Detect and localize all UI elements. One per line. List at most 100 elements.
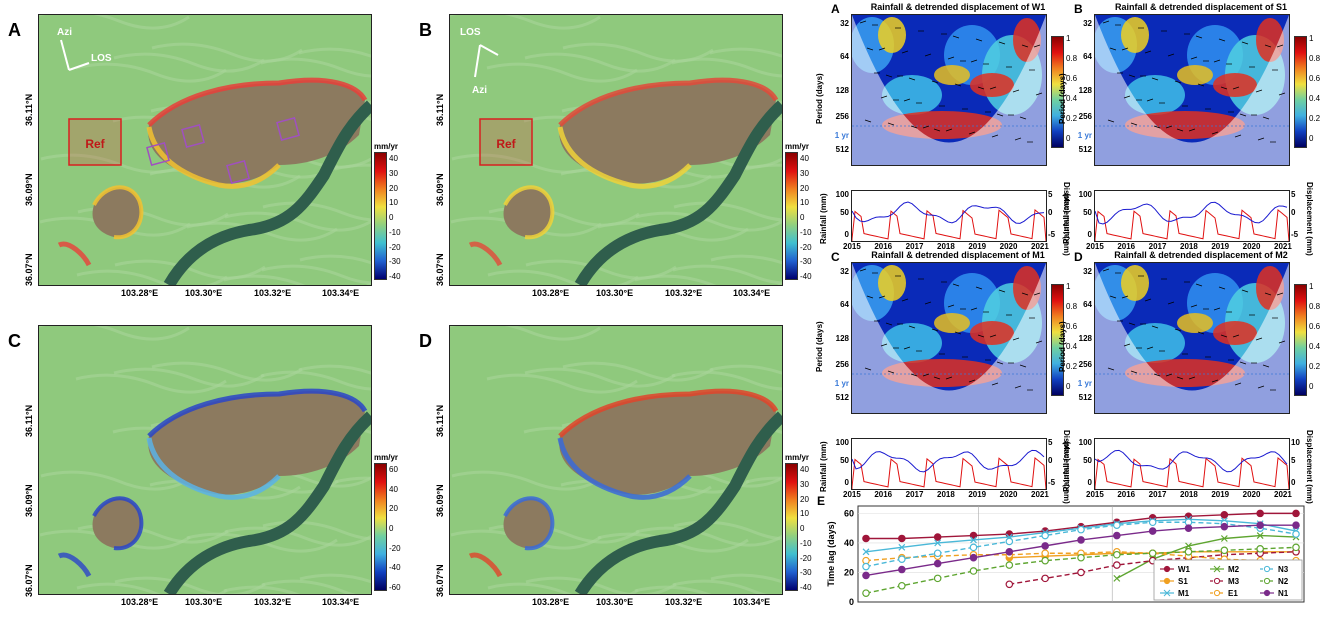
panel-label-wavelet: D [1074, 250, 1083, 264]
latitude-tick: 36.09°N [24, 173, 34, 206]
terrain-texture [114, 259, 266, 280]
coherence-tick: 0.4 [1066, 94, 1078, 103]
terrain-texture [261, 579, 357, 594]
longitude-tick: 103.34°E [322, 288, 360, 298]
colorbar-tick: 40 [389, 154, 398, 163]
phase-arrow [901, 298, 909, 302]
coherence-region [1177, 65, 1213, 85]
deformation-rim-small [503, 496, 555, 551]
chart-legend: W1 S1 M1 M2 M3 E1 N3 N2 N1 [1153, 559, 1303, 601]
data-point [898, 534, 906, 543]
phase-arrow [885, 322, 893, 326]
loess-terrace-small [92, 498, 142, 549]
colorbar-tick: 40 [389, 484, 398, 494]
data-point [862, 589, 870, 597]
colorbar [374, 152, 387, 280]
terrain-texture [39, 326, 190, 341]
data-point [1041, 549, 1049, 558]
data-point [862, 548, 870, 556]
displacement-tick: 0 [1291, 478, 1296, 487]
period-axis-label: Period (days) [1058, 321, 1067, 372]
deformation-rim [147, 388, 368, 438]
rainfall-tick: 0 [1087, 230, 1092, 239]
phase-arrow [1278, 92, 1286, 96]
phase-arrow [931, 80, 939, 84]
year-tick: 2021 [1031, 242, 1049, 251]
rainfall-axis-label: Rainfall (mm) [1062, 193, 1071, 244]
phase-arrow [1033, 44, 1041, 48]
phase-arrow [866, 295, 874, 299]
colorbar-unit: mm/yr [785, 453, 810, 462]
data-point [898, 543, 906, 551]
terrain-texture [597, 532, 749, 553]
y-axis-label: Time lag (days) [826, 521, 836, 586]
rainfall-displacement-plot [851, 438, 1047, 490]
coherence-tick: 0.8 [1066, 54, 1078, 63]
phase-arrow [1121, 295, 1129, 299]
terrain-texture [224, 211, 371, 232]
phase-arrow [975, 286, 983, 290]
data-point [862, 562, 870, 571]
coherence-region [1121, 17, 1149, 53]
map-svg: Ref LOS Azi [450, 15, 782, 285]
phase-arrow [1190, 304, 1198, 308]
phase-arrow [1021, 44, 1029, 48]
coherence-colorbar [1051, 284, 1064, 396]
colorbar-tick: 10 [800, 198, 809, 208]
phase-arrow [922, 125, 930, 129]
rainfall-tick: 100 [1078, 438, 1092, 447]
coherence-region [878, 17, 906, 53]
phase-arrow [1213, 59, 1221, 63]
terrain-texture [710, 573, 782, 584]
colorbar-tick: -40 [800, 272, 812, 281]
phase-arrow [866, 47, 874, 51]
reference-area [68, 118, 122, 166]
terrain-texture [151, 361, 303, 382]
colorbar-tick: 0 [800, 213, 805, 222]
year-tick: 2017 [1148, 242, 1167, 251]
phase-arrow [998, 289, 1006, 293]
phase-arrow [1167, 301, 1175, 305]
phase-arrow [864, 367, 872, 371]
period-axis-label: Period (days) [815, 321, 824, 372]
panel-label-wavelet: B [1074, 2, 1083, 16]
rainfall-displacement-svg [852, 201, 1046, 241]
displacement-tick: 5 [1048, 190, 1053, 199]
phase-arrow [1107, 119, 1115, 123]
phase-arrow [1220, 86, 1228, 90]
data-point [970, 536, 977, 544]
azimuth-label: Azi [57, 27, 72, 38]
colorbar-unit: mm/yr [785, 142, 810, 151]
cone-of-influence [852, 263, 1046, 413]
phase-arrow [1153, 125, 1161, 129]
coherence-region [878, 265, 906, 301]
phase-arrow [1109, 295, 1117, 299]
legend-label: N1 [1278, 589, 1289, 598]
colorbar [374, 463, 387, 591]
colorbar-tick: 0 [389, 213, 394, 222]
phase-arrow [908, 325, 916, 329]
map-svg [39, 326, 371, 594]
phase-arrow [991, 134, 999, 138]
colorbar-tick: -10 [389, 227, 401, 237]
rainfall-displacement-plot [1094, 438, 1290, 490]
phase-arrow [908, 77, 916, 81]
legend-label: M3 [1228, 577, 1240, 586]
phase-arrow [1151, 325, 1159, 329]
coherence-tick: 0.8 [1309, 54, 1321, 63]
period-tick: 64 [840, 52, 849, 61]
terrain-texture [524, 52, 676, 73]
panel-label-wavelet: A [831, 2, 840, 16]
period-tick: 128 [835, 86, 849, 95]
reference-area [479, 118, 533, 166]
phase-arrow [1264, 44, 1272, 48]
longitude-tick: 103.30°E [185, 597, 223, 607]
year-tick: 2019 [968, 490, 987, 499]
coherence-region [1213, 321, 1257, 345]
rainfall-axis-label: Rainfall (mm) [1062, 441, 1071, 492]
loess-terrace-small [503, 498, 553, 549]
panel-label-map: A [8, 20, 21, 40]
phase-arrow [1144, 298, 1152, 302]
data-point [933, 549, 942, 558]
period-tick: 64 [1083, 300, 1092, 309]
